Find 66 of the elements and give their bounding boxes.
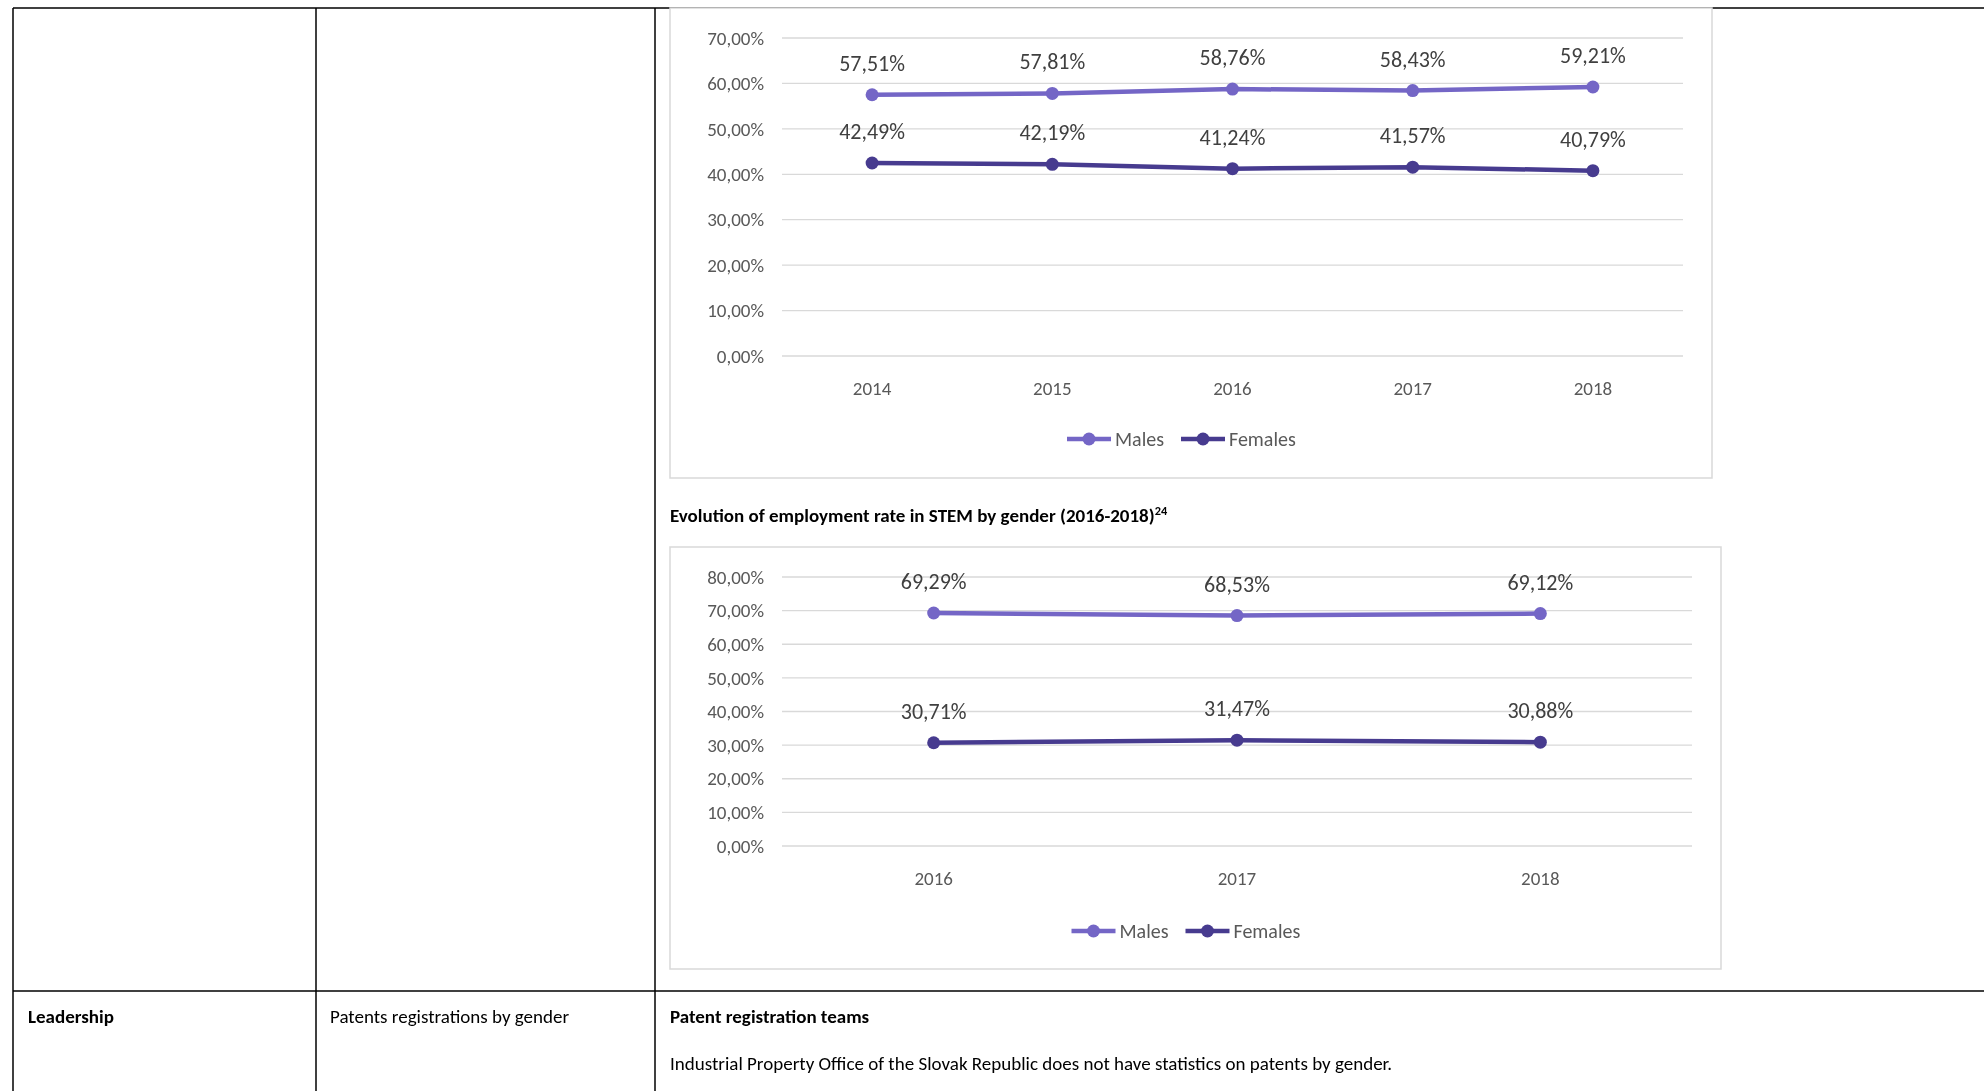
data-label: 42,49% <box>839 117 906 145</box>
y-tick-label: 40,00% <box>707 162 764 186</box>
point <box>1045 157 1059 171</box>
legend-label: Females <box>1233 919 1301 943</box>
x-tick-label: 2018 <box>1521 866 1560 890</box>
point <box>1533 735 1547 749</box>
x-tick-label: 2015 <box>1033 376 1072 400</box>
y-tick-label: 0,00% <box>716 344 764 368</box>
y-tick-label: 70,00% <box>707 26 764 50</box>
y-tick-label: 50,00% <box>707 666 764 690</box>
data-label: 57,81% <box>1019 48 1086 76</box>
y-tick-label: 60,00% <box>707 72 764 96</box>
point <box>1226 162 1239 176</box>
y-tick-label: 30,00% <box>707 208 764 232</box>
data-label: 41,57% <box>1379 122 1446 150</box>
text: Industrial Property Office of the Slovak Republic does not have statistics on patents by gender. <box>670 1051 1393 1075</box>
legend-label: Females <box>1229 427 1296 451</box>
legend-label: Males <box>1115 427 1165 451</box>
x-tick-label: 2017 <box>1393 376 1433 400</box>
x-tick-label: 2016 <box>1213 376 1252 400</box>
point <box>1533 607 1547 621</box>
x-tick-label: 2014 <box>852 376 892 400</box>
data-label: 31,47% <box>1204 695 1271 723</box>
y-tick-label: 30,00% <box>707 733 764 757</box>
data-label: 68,53% <box>1204 570 1271 598</box>
y-tick-label: 40,00% <box>707 700 764 724</box>
chart-title: Evolution of employment rate in STEM by gender (2016-2018)$^{24}$ <box>670 502 1168 527</box>
data-label: 42,19% <box>1019 119 1086 147</box>
x-tick-label: 2016 <box>914 866 953 890</box>
y-tick-label: 10,00% <box>707 299 764 323</box>
y-tick-label: 10,00% <box>707 801 764 825</box>
data-label: 59,21% <box>1559 42 1627 70</box>
y-tick-label: 0,00% <box>716 834 764 858</box>
text: Patents registrations by gender <box>330 1004 570 1028</box>
data-label: 58,43% <box>1379 45 1446 73</box>
data-label: 40,79% <box>1559 125 1627 153</box>
point <box>1230 733 1244 747</box>
legend-label: Males <box>1119 919 1169 943</box>
data-label: 30,71% <box>900 697 967 725</box>
text: Leadership <box>28 1004 114 1028</box>
data-label: 58,76% <box>1199 44 1266 72</box>
x-tick-label: 2018 <box>1573 376 1613 400</box>
point <box>865 88 879 102</box>
point <box>927 736 941 750</box>
y-tick-label: 20,00% <box>707 253 764 277</box>
point <box>1406 84 1420 98</box>
y-tick-label: 80,00% <box>707 565 764 589</box>
point <box>1406 160 1420 174</box>
y-tick-label: 60,00% <box>707 632 764 656</box>
point <box>1586 164 1600 178</box>
data-label: 30,88% <box>1507 697 1574 725</box>
point <box>1045 86 1059 100</box>
point <box>1230 609 1244 623</box>
data-label: 57,51% <box>839 49 906 77</box>
y-tick-label: 50,00% <box>707 117 764 141</box>
point <box>1226 82 1239 96</box>
data-label: 41,24% <box>1199 123 1266 151</box>
point <box>927 606 941 620</box>
y-tick-label: 70,00% <box>707 599 764 623</box>
data-label: 69,12% <box>1507 568 1574 596</box>
data-label: 69,29% <box>900 568 967 596</box>
point <box>1586 80 1600 94</box>
x-tick-label: 2017 <box>1217 866 1257 890</box>
y-tick-label: 20,00% <box>707 767 764 791</box>
point <box>865 156 879 170</box>
text: Patent registration teams <box>670 1004 870 1028</box>
